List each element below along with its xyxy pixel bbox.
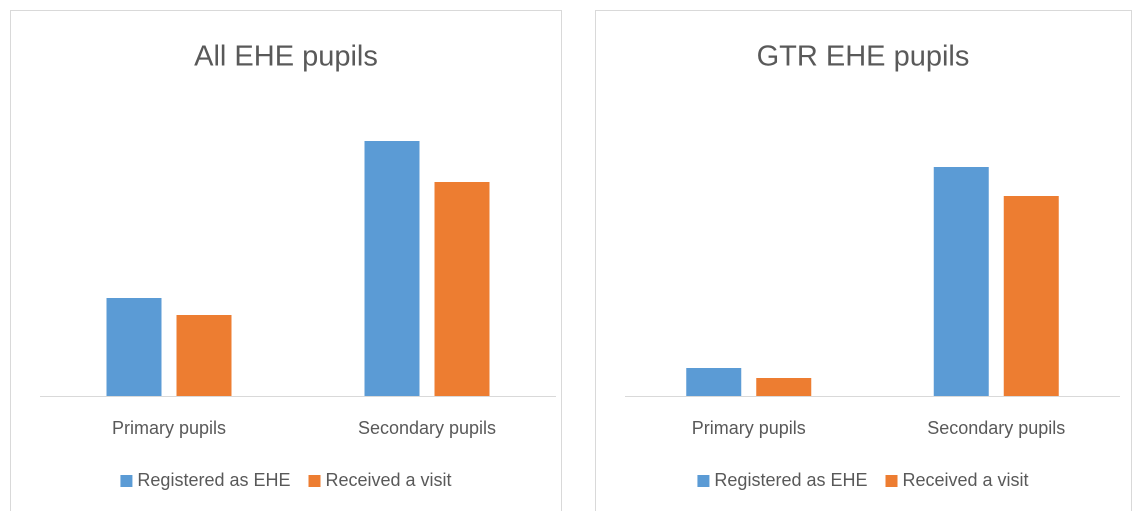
legend-label: Registered as EHE bbox=[714, 470, 867, 490]
bar bbox=[364, 141, 420, 396]
x-tick-label: Primary pupils bbox=[692, 418, 806, 438]
legend-swatch bbox=[885, 475, 898, 487]
x-tick-label: Primary pupils bbox=[112, 418, 226, 438]
legend-label: Received a visit bbox=[903, 470, 1029, 490]
bar bbox=[106, 298, 162, 396]
x-tick-label: Secondary pupils bbox=[358, 418, 496, 438]
legend-swatch bbox=[308, 475, 321, 487]
chart-frame bbox=[595, 10, 1132, 511]
chart-frame bbox=[10, 10, 562, 511]
bar bbox=[434, 182, 490, 396]
bar bbox=[176, 315, 232, 396]
chart-title: GTR EHE pupils bbox=[757, 41, 970, 73]
bar bbox=[1003, 196, 1059, 396]
legend-label: Received a visit bbox=[326, 470, 452, 490]
legend-swatch bbox=[697, 475, 710, 487]
bar bbox=[686, 368, 742, 396]
x-tick-label: Secondary pupils bbox=[927, 418, 1065, 438]
bar bbox=[756, 378, 812, 396]
chart-title: All EHE pupils bbox=[194, 41, 378, 73]
legend-label: Registered as EHE bbox=[137, 470, 290, 490]
legend-swatch bbox=[120, 475, 133, 487]
bar bbox=[933, 167, 989, 396]
